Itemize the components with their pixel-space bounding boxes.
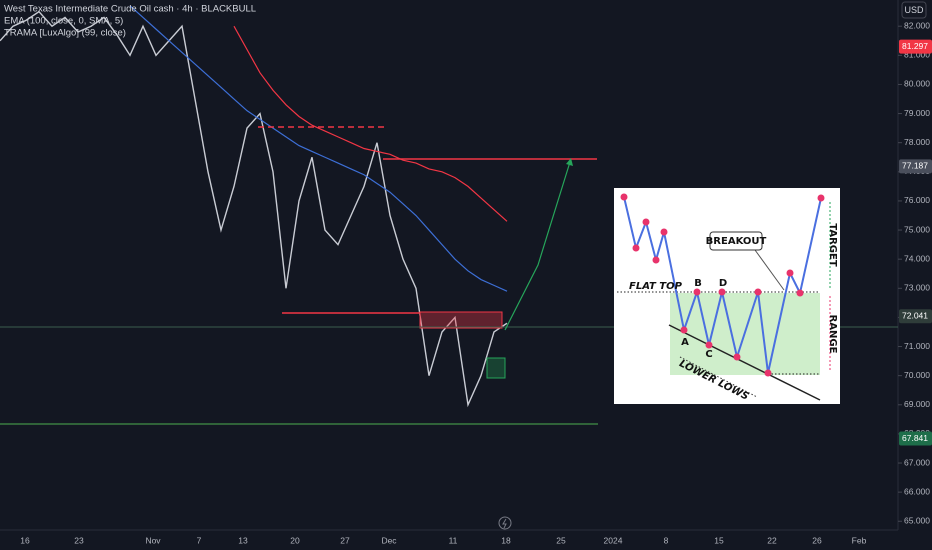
y-tick-label: 66.000 bbox=[904, 486, 930, 496]
drawing bbox=[566, 158, 573, 166]
breakout-label: BREAKOUT bbox=[706, 236, 767, 247]
legend-title: West Texas Intermediate Crude Oil cash ·… bbox=[4, 4, 256, 15]
y-tick-label: 80.000 bbox=[904, 79, 930, 89]
price-tag-label: 72.041 bbox=[902, 310, 928, 320]
legend-entry: EMA (100, close, 0, SMA, 5) bbox=[4, 16, 123, 27]
x-tick-label: 27 bbox=[340, 535, 350, 545]
x-tick-label: 8 bbox=[664, 535, 669, 545]
y-tick-label: 76.000 bbox=[904, 195, 930, 205]
dots bbox=[679, 356, 758, 398]
y-tick-label: 79.000 bbox=[904, 108, 930, 118]
y-tick-label: 74.000 bbox=[904, 253, 930, 263]
x-tick-label: 18 bbox=[501, 535, 511, 545]
series-line bbox=[129, 5, 508, 292]
x-tick-label: 15 bbox=[714, 535, 724, 545]
series-layer bbox=[0, 5, 508, 408]
breakout-box bbox=[709, 231, 763, 251]
y-tick-label: 81.000 bbox=[904, 50, 930, 60]
x-tick-label: 16 bbox=[20, 535, 30, 545]
pattern-points bbox=[620, 193, 825, 377]
x-tick-label: 26 bbox=[812, 535, 822, 545]
y-tick-label: 70.000 bbox=[904, 370, 930, 380]
y-tick-label: 73.000 bbox=[904, 283, 930, 293]
y-tick-label: 75.000 bbox=[904, 224, 930, 234]
x-tick-label: 22 bbox=[767, 535, 777, 545]
x-tick-label: 23 bbox=[74, 535, 84, 545]
currency-button[interactable] bbox=[901, 1, 927, 19]
drawing bbox=[486, 357, 506, 379]
replay-icon[interactable] bbox=[502, 518, 507, 529]
point-label: B bbox=[694, 278, 702, 289]
y-tick-label: 82.000 bbox=[904, 20, 930, 30]
price-tag bbox=[899, 39, 932, 54]
y-tick-label: 67.000 bbox=[904, 457, 930, 467]
price-tag-label: 77.187 bbox=[902, 161, 928, 171]
x-tick-label: 7 bbox=[197, 535, 202, 545]
target-label: TARGET bbox=[827, 223, 838, 267]
drawing bbox=[419, 311, 503, 329]
lower-line bbox=[668, 324, 821, 401]
point-label: C bbox=[705, 349, 712, 360]
price-tag bbox=[899, 159, 932, 174]
price-tag bbox=[899, 309, 932, 324]
legend-entry: TRAMA [LuxAlgo] (99, close) bbox=[4, 28, 126, 39]
x-tick-label: 11 bbox=[449, 535, 458, 545]
x-tick-label: Feb bbox=[852, 535, 867, 545]
price-tag-label: 81.297 bbox=[902, 41, 928, 51]
x-tick-label: 13 bbox=[238, 535, 248, 545]
series-line bbox=[0, 10, 508, 408]
currency-label[interactable]: USD bbox=[904, 5, 924, 15]
x-tick-label: 2024 bbox=[604, 535, 623, 545]
x-tick-label: Nov bbox=[145, 535, 161, 545]
x-tick-label: 20 bbox=[290, 535, 300, 545]
x-tick-label: 25 bbox=[556, 535, 566, 545]
series-line bbox=[233, 25, 508, 222]
y-tick-label: 65.000 bbox=[904, 516, 930, 526]
drawing bbox=[504, 161, 571, 331]
point-label: A bbox=[681, 337, 689, 348]
flat-top-label: FLAT TOP bbox=[629, 281, 683, 292]
replay-icon[interactable] bbox=[498, 516, 512, 530]
x-tick-label: Dec bbox=[381, 535, 397, 545]
pattern-inset: TARGET RANGE BREAKOUT FLAT TOP A B C D L… bbox=[614, 188, 840, 404]
point-label: D bbox=[719, 278, 727, 289]
y-tick-label: 78.000 bbox=[904, 137, 930, 147]
price-tag bbox=[899, 431, 932, 446]
pointer bbox=[754, 249, 785, 291]
price-tag-label: 67.841 bbox=[902, 433, 928, 443]
y-tick-label: 69.000 bbox=[904, 399, 930, 409]
y-tick-label: 71.000 bbox=[904, 341, 930, 351]
range-label: RANGE bbox=[827, 315, 838, 354]
